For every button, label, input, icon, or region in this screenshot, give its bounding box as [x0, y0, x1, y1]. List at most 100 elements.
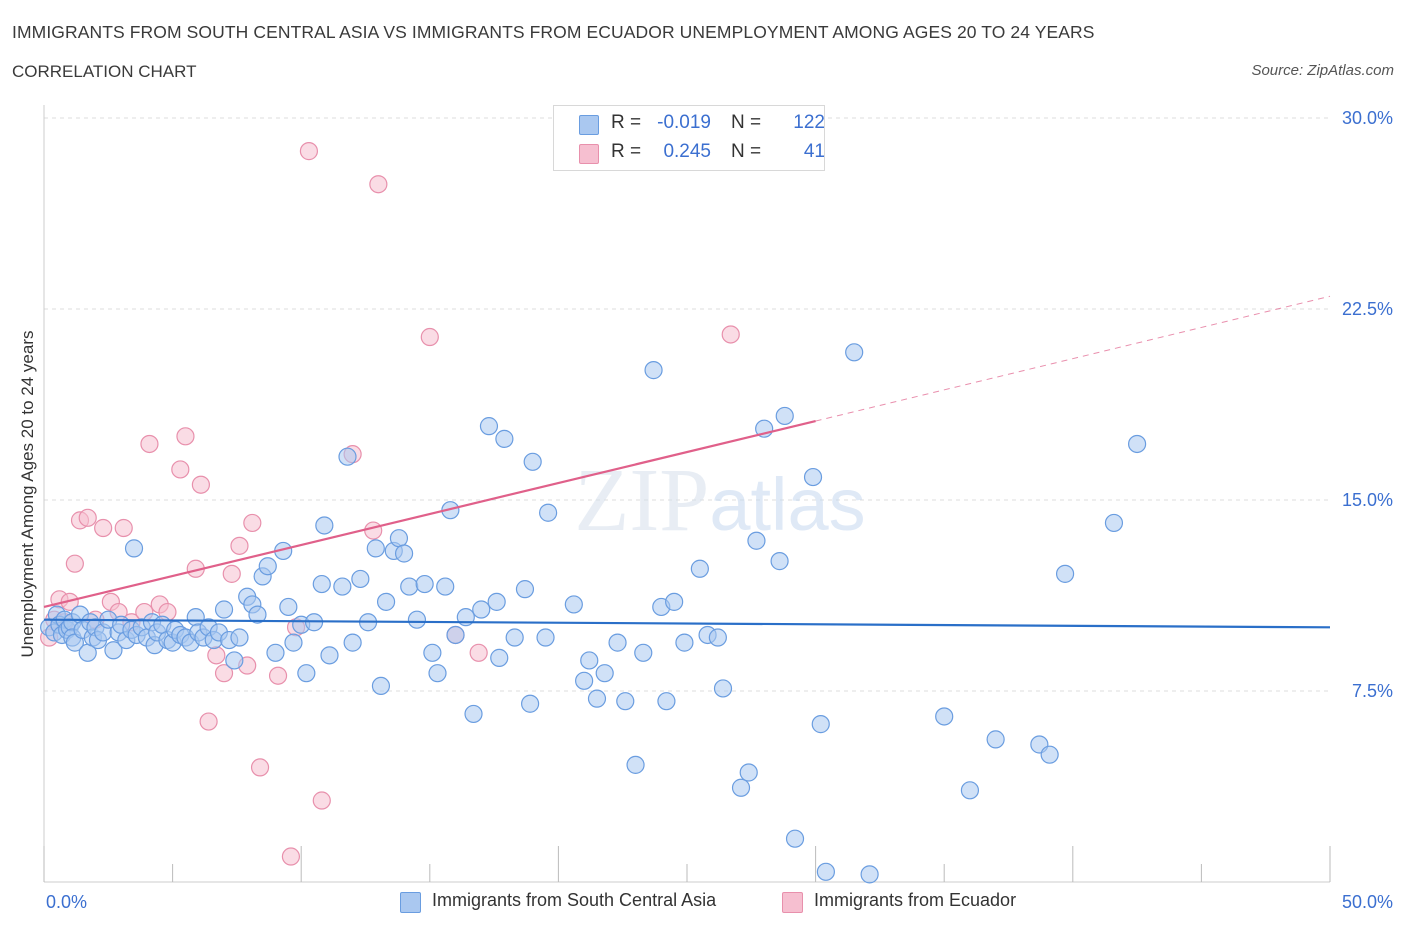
data-point-ecuador [250, 758, 270, 777]
data-point-ecuador [176, 427, 195, 446]
data-point-south-central-asia [616, 692, 635, 711]
source-label: Source: ZipAtlas.com [1251, 62, 1394, 79]
trend-line-south-central-asia [43, 618, 1331, 629]
data-point-ecuador [364, 521, 383, 540]
r-value: 0.245 [663, 141, 711, 162]
data-point-ecuador [420, 327, 439, 347]
data-point-south-central-asia [505, 628, 524, 647]
data-point-ecuador [222, 564, 241, 583]
data-point-south-central-asia [626, 755, 645, 774]
data-point-south-central-asia [811, 715, 830, 734]
data-point-ecuador [369, 175, 388, 194]
data-point-ecuador [78, 508, 97, 527]
data-point-south-central-asia [521, 694, 540, 713]
data-point-south-central-asia [935, 707, 954, 726]
data-point-south-central-asia [297, 664, 316, 683]
data-point-ecuador [469, 643, 488, 662]
axes [43, 105, 1331, 883]
data-point-south-central-asia [279, 597, 298, 617]
y-tick-label: 15.0% [1342, 490, 1393, 510]
data-point-south-central-asia [124, 539, 144, 558]
watermark: ZIPatlas [574, 451, 865, 550]
grid-lines [44, 117, 1330, 692]
y-tick-label: 22.5% [1342, 299, 1393, 319]
r-value: -0.019 [657, 112, 711, 133]
data-point-south-central-asia [366, 539, 385, 558]
data-point-ecuador [207, 646, 226, 665]
legend-swatch-pink [579, 144, 599, 164]
data-point-south-central-asia [415, 574, 434, 594]
correlation-legend: R = -0.019 N = 122 R = 0.245 N = 41 [553, 105, 825, 171]
data-point-ecuador [191, 475, 210, 494]
data-point-ecuador [281, 847, 301, 866]
data-point-ecuador [65, 554, 84, 573]
data-point-ecuador [140, 434, 159, 454]
data-point-south-central-asia [214, 600, 234, 619]
data-point-south-central-asia [657, 692, 676, 711]
data-point-ecuador [299, 142, 319, 161]
legend-swatch-blue [400, 892, 421, 913]
data-point-south-central-asia [104, 641, 123, 660]
data-point-ecuador [94, 518, 113, 538]
data-point-ecuador [199, 712, 218, 731]
data-point-south-central-asia [338, 447, 357, 466]
data-point-ecuador [230, 536, 249, 555]
tick-labels: 7.5% 15.0% 22.5% 30.0% 0.0% 50.0% [46, 108, 1393, 912]
y-tick-label: 30.0% [1342, 108, 1393, 128]
data-point-south-central-asia [665, 592, 684, 611]
data-point-south-central-asia [315, 516, 334, 535]
data-point-south-central-asia [785, 829, 805, 848]
data-point-south-central-asia [634, 643, 653, 662]
n-value: 41 [803, 141, 825, 162]
data-point-south-central-asia [713, 679, 733, 698]
data-point-south-central-asia [333, 577, 352, 596]
data-point-south-central-asia [595, 664, 614, 683]
data-point-south-central-asia [747, 531, 766, 550]
data-point-south-central-asia [428, 664, 447, 683]
n-label: N = [731, 112, 762, 133]
data-point-south-central-asia [394, 544, 414, 563]
legend-label: Immigrants from Ecuador [814, 890, 1017, 910]
data-point-south-central-asia [770, 552, 789, 571]
data-point-south-central-asia [464, 704, 483, 724]
data-point-south-central-asia [731, 778, 751, 797]
x-tick-label: 50.0% [1342, 892, 1393, 912]
data-point-south-central-asia [351, 569, 370, 589]
trend-line-ecuador-extension [815, 295, 1331, 422]
data-point-south-central-asia [816, 862, 835, 881]
data-point-south-central-asia [536, 628, 555, 647]
series-south-central-asia-points [40, 343, 1147, 884]
data-point-south-central-asia [675, 633, 694, 652]
data-point-south-central-asia [400, 577, 419, 596]
data-point-ecuador [243, 513, 262, 533]
data-point-south-central-asia [436, 577, 455, 596]
legend-label: Immigrants from South Central Asia [432, 890, 717, 910]
data-point-south-central-asia [376, 592, 396, 611]
data-point-ecuador [721, 325, 740, 344]
y-tick-label: 7.5% [1352, 681, 1393, 701]
data-point-south-central-asia [986, 730, 1005, 749]
data-point-ecuador [171, 460, 190, 479]
data-point-south-central-asia [523, 452, 542, 471]
data-point-south-central-asia [423, 643, 442, 662]
data-point-south-central-asia [860, 865, 879, 884]
data-point-south-central-asia [845, 343, 864, 362]
data-point-south-central-asia [1055, 564, 1075, 583]
trend-lines [43, 295, 1331, 629]
data-point-south-central-asia [258, 557, 277, 576]
data-point-south-central-asia [487, 592, 506, 611]
data-point-south-central-asia [490, 648, 509, 667]
data-point-south-central-asia [515, 580, 535, 599]
data-point-south-central-asia [803, 467, 823, 487]
n-value: 122 [793, 112, 825, 133]
data-point-ecuador [114, 518, 133, 538]
data-point-ecuador [268, 666, 288, 685]
x-tick-label: 0.0% [46, 892, 87, 912]
data-point-south-central-asia [371, 676, 391, 696]
data-point-south-central-asia [389, 529, 409, 548]
legend-swatch-pink [782, 892, 803, 913]
data-point-south-central-asia [230, 628, 249, 647]
y-axis-label: Unemployment Among Ages 20 to 24 years [18, 331, 37, 658]
data-point-south-central-asia [775, 406, 794, 426]
